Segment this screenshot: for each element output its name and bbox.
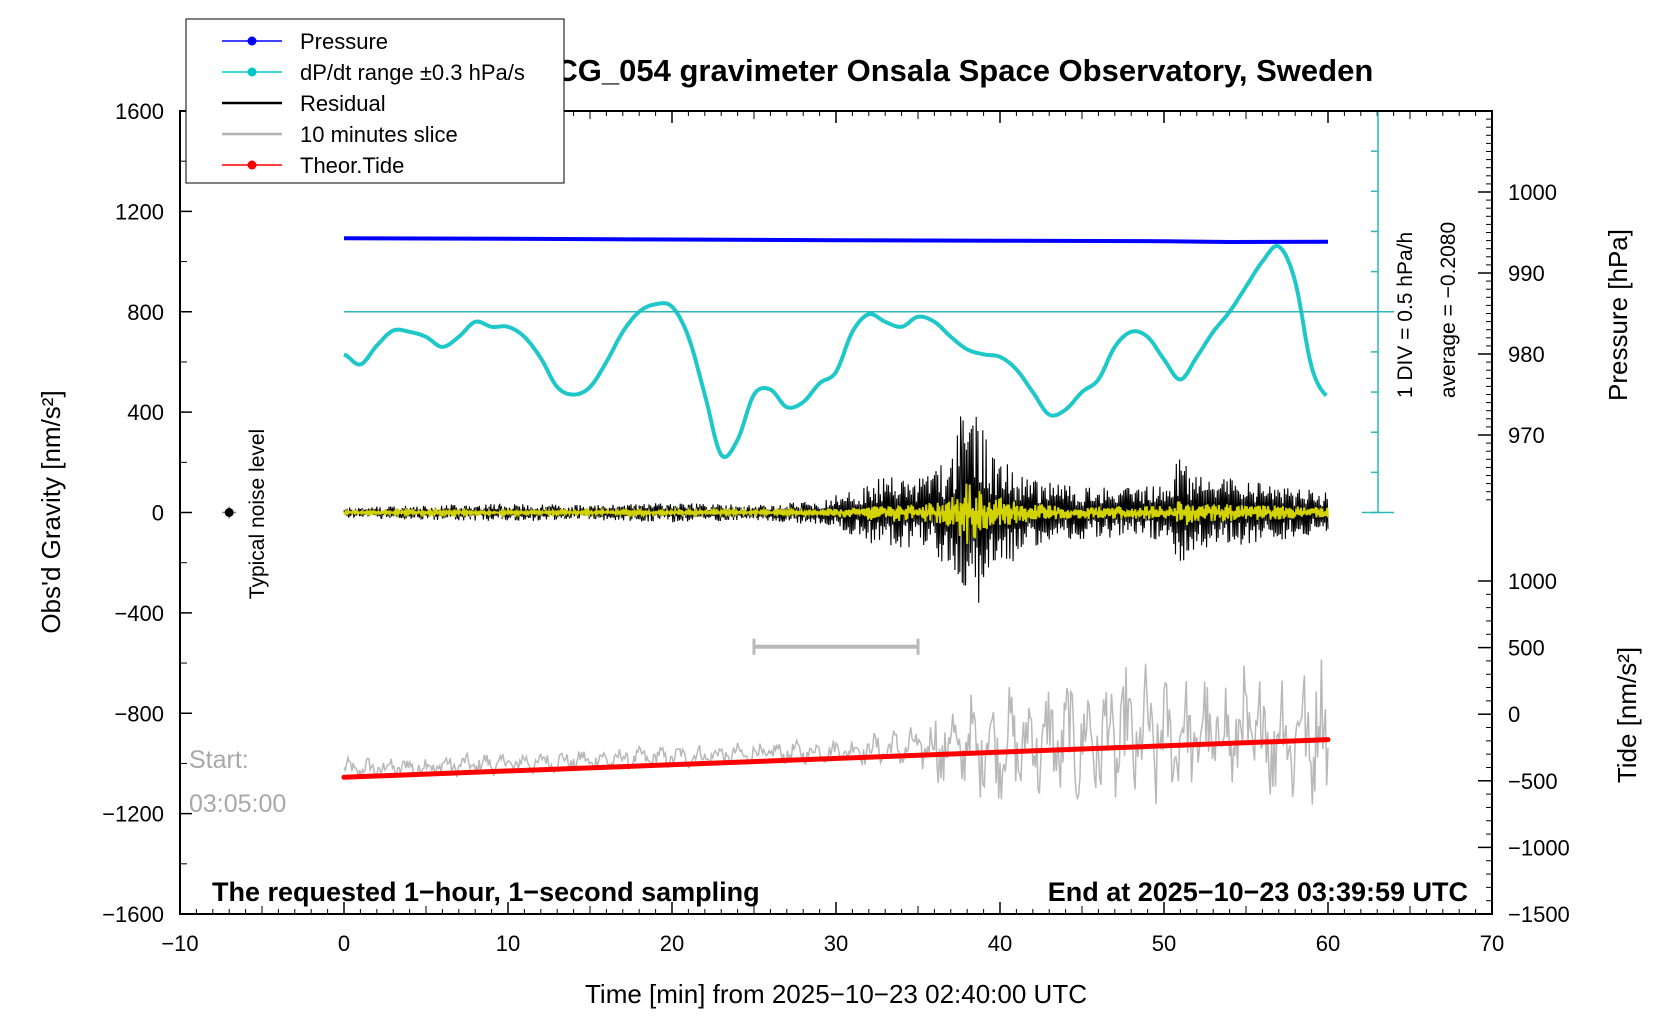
pressure-rate-scale: 1 DIV = 0.5 hPa/h average = −0.2080 [344, 110, 1460, 514]
y-tick-label: 1600 [115, 99, 164, 124]
legend-label: dP/dt range ±0.3 hPa/s [300, 60, 525, 85]
y-tick-label: 400 [127, 400, 164, 425]
legend-box [185, 18, 565, 184]
legend-label: 10 minutes slice [300, 122, 458, 147]
series-layer [222, 236, 1331, 805]
start-label: Start: [189, 746, 249, 774]
tide-tick-label: 0 [1508, 702, 1520, 727]
footer-right: End at 2025−10−23 03:39:59 UTC [1048, 877, 1468, 907]
y-tick-label: 0 [152, 501, 164, 526]
x-tick-label: 70 [1480, 931, 1504, 956]
start-time: 03:05:00 [189, 790, 286, 818]
dpdt-series-line [343, 243, 1328, 460]
y-axis-title-pressure: Pressure [hPa] [1603, 229, 1633, 401]
left-axis-ticks: 1600 1200 800 400 0 −400 −800 −1200 −1600 [102, 99, 192, 927]
pressure-series-line [343, 236, 1329, 244]
right-axis-ticks: 1000 990 980 970 1000 500 0 −500 −1000 −1500 [1478, 118, 1570, 927]
x-tick-label: 20 [660, 931, 684, 956]
x-axis-title: Time [min] from 2025−10−23 02:40:00 UTC [585, 979, 1087, 1009]
legend-label: Residual [300, 91, 386, 116]
tide-tick-label: −1000 [1508, 835, 1570, 860]
pressure-tick-label: 980 [1508, 342, 1545, 367]
y-axis-title-tide: Tide [nm/s²] [1612, 647, 1642, 783]
legend-swatch-marker [247, 36, 257, 46]
x-tick-label: 40 [988, 931, 1012, 956]
legend-label: Theor.Tide [300, 153, 404, 178]
legend-swatch-marker [247, 67, 257, 77]
y-tick-label: −800 [114, 701, 164, 726]
x-tick-label: −10 [161, 931, 198, 956]
pressure-tick-label: 1000 [1508, 180, 1557, 205]
y-axis-title-left: Obs'd Gravity [nm/s²] [36, 390, 66, 633]
slice-waveform-line [343, 659, 1329, 805]
y-tick-label: 1200 [115, 199, 164, 224]
y-tick-label: −1600 [102, 902, 164, 927]
legend-swatch-marker [247, 160, 257, 170]
tide-series-line [341, 737, 1331, 780]
pressure-tick-label: 990 [1508, 261, 1545, 286]
legend: Pressure dP/dt range ±0.3 hPa/s Residual 10… [185, 18, 565, 184]
residual-filtered-line [343, 483, 1329, 544]
pressure-tick-label: 970 [1508, 423, 1545, 448]
footer-left: The requested 1−hour, 1−second sampling [212, 877, 760, 907]
x-tick-label: 10 [496, 931, 520, 956]
y-tick-label: 800 [127, 300, 164, 325]
noise-marker-dot [224, 508, 234, 517]
tide-tick-label: 500 [1508, 636, 1545, 661]
tide-tick-label: −1500 [1508, 902, 1570, 927]
chart-title: SCG_054 gravimeter Onsala Space Observat… [535, 53, 1374, 88]
y-tick-label: −1200 [102, 802, 164, 827]
plot-frame [179, 110, 1493, 915]
tide-tick-label: −500 [1508, 769, 1558, 794]
legend-label: Pressure [300, 29, 388, 54]
x-tick-label: 30 [824, 931, 848, 956]
x-tick-label: 50 [1152, 931, 1176, 956]
rate-div-label: 1 DIV = 0.5 hPa/h [1394, 232, 1417, 398]
tide-tick-label: 1000 [1508, 569, 1557, 594]
noise-level-label: Typical noise level [246, 429, 269, 599]
y-tick-label: −400 [114, 601, 164, 626]
rate-average-label: average = −0.2080 [1437, 222, 1460, 398]
x-tick-label: 0 [338, 931, 350, 956]
x-tick-label: 60 [1316, 931, 1340, 956]
